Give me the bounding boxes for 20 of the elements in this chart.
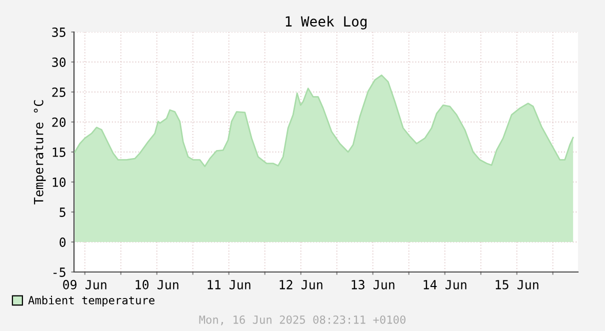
y-tick-label: 10 <box>52 178 66 187</box>
text: Mon, 16 Jun 2025 08:23:11 +0100 <box>199 315 406 326</box>
y-axis-title: Temperature °C <box>34 100 46 204</box>
x-tick-label: 13 Jun <box>352 280 394 290</box>
x-tick-label: 14 Jun <box>424 280 466 290</box>
y-tick-label: 25 <box>52 88 66 97</box>
y-tick-label: 20 <box>52 118 66 127</box>
x-tick-label: 15 Jun <box>496 280 538 290</box>
y-tick-label: 5 <box>60 208 66 217</box>
legend-label: Ambient temperature <box>28 296 154 307</box>
y-tick-label: 30 <box>52 58 66 67</box>
y-tick-label: 35 <box>52 28 66 37</box>
x-tick-label: 12 Jun <box>280 280 322 290</box>
x-tick-label: 11 Jun <box>208 280 250 290</box>
y-tick-label: -5 <box>53 268 66 277</box>
chart-title: 1 Week Log <box>286 16 367 30</box>
y-tick-label: 0 <box>60 238 66 247</box>
x-tick-label: 10 Jun <box>136 280 178 290</box>
y-tick-label: 15 <box>52 148 66 157</box>
x-tick-label: 09 Jun <box>63 280 106 290</box>
